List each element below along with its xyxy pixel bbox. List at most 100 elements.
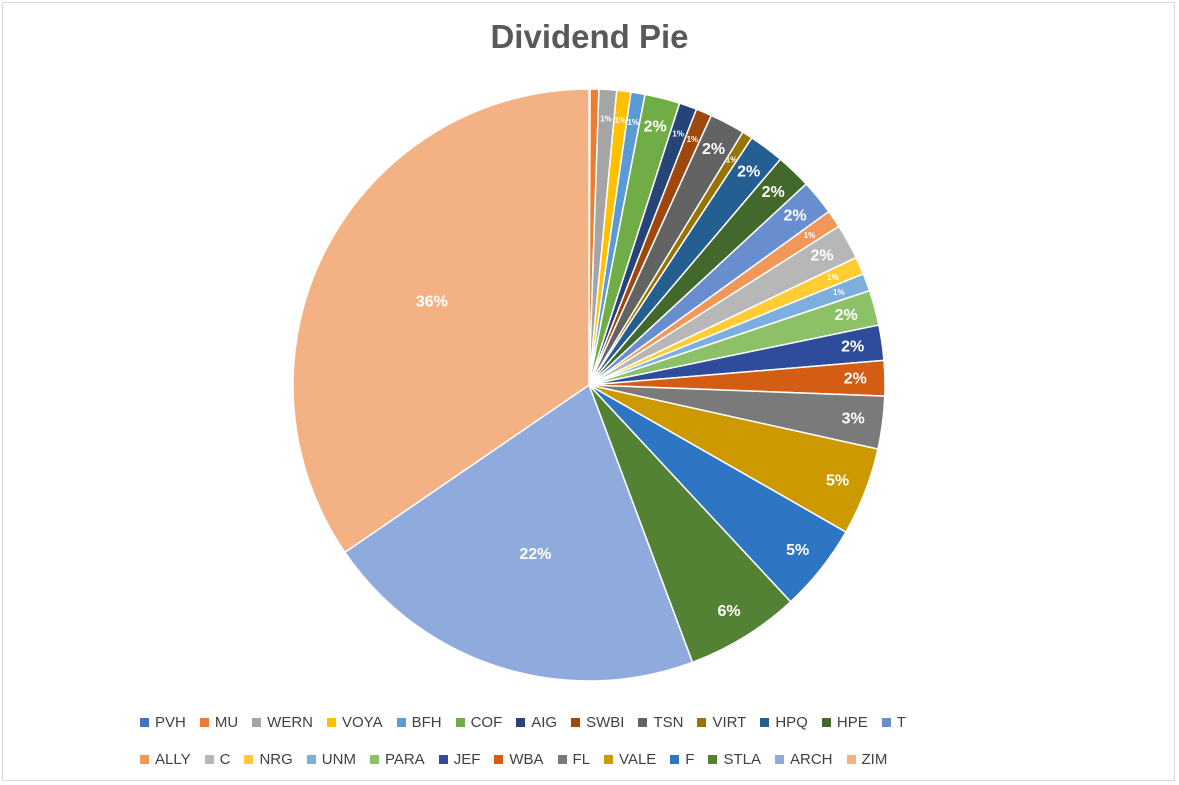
legend-item-mu: MU [199,714,239,731]
legend-item-hpq: HPQ [760,714,808,731]
legend-swatch [204,755,214,764]
legend-label: NRG [259,751,293,768]
legend-swatch [438,755,448,764]
data-label-wba: 2% [844,370,867,387]
legend-item-para: PARA [369,751,425,768]
legend-row: PVH MU WERN VOYA BFH COF AIG SWBI TSN VIRT HPQ HPE T [140,704,1040,741]
legend-label: MU [214,714,239,731]
legend-item-cof: COF [455,714,502,731]
legend-label: HPQ [775,714,808,731]
legend-label: FL [572,751,591,768]
legend-swatch [306,755,316,764]
data-label-arch: 22% [519,546,551,563]
legend-label: JEF [453,751,481,768]
data-label-stla: 6% [717,603,740,620]
legend-item-unm: UNM [306,751,356,768]
legend-label: ALLY [155,751,191,768]
chart-legend: PVH MU WERN VOYA BFH COF AIG SWBI TSN VIRT HPQ HPE T… [140,704,1040,778]
legend-label: WBA [509,751,544,768]
legend-swatch [494,755,504,764]
data-label-bfh: 1% [627,118,639,127]
data-label-hpq: 2% [737,163,760,180]
legend-label: ZIM [861,751,888,768]
data-label-tsn: 2% [702,141,725,158]
legend-label: SWBI [586,714,625,731]
data-label-swbi: 1% [687,135,699,144]
legend-swatch [396,718,406,727]
legend-item-wba: WBA [494,751,544,768]
legend-swatch [557,755,567,764]
legend-item-voya: VOYA [327,714,383,731]
data-label-cof: 2% [644,118,667,135]
legend-label: VALE [619,751,657,768]
data-label-para: 2% [835,307,858,324]
legend-swatch [327,718,336,727]
legend-item-t: T [881,714,906,731]
legend-label: WERN [267,714,313,731]
legend-item-nrg: NRG [244,751,293,768]
legend-label: VOYA [342,714,383,731]
legend-item-f: F [670,751,694,768]
legend-label: PARA [384,751,425,768]
legend-swatch [140,718,149,727]
legend-item-c: C [204,751,231,768]
legend-item-vale: VALE [604,751,656,768]
data-label-zim: 36% [416,294,448,311]
data-label-voya: 1% [615,116,627,125]
legend-item-swbi: SWBI [571,714,624,731]
legend-item-bfh: BFH [396,714,442,731]
data-label-f: 5% [786,542,809,559]
data-label-t: 2% [784,208,807,225]
legend-label: TSN [653,714,684,731]
legend-row: ALLY C NRG UNM PARA JEF WBA FL VALE F STLA ARCH ZIM [140,741,1040,778]
legend-swatch [697,718,707,727]
pie-slice-zim [292,88,590,554]
legend-swatch [670,755,680,764]
data-label-nrg: 1% [827,273,839,282]
data-label-ally: 1% [804,231,816,240]
legend-item-aig: AIG [516,714,557,731]
legend-item-pvh: PVH [140,714,186,731]
legend-label: BFH [411,714,442,731]
legend-swatch [638,718,648,727]
pie-slice-stla [588,384,792,664]
legend-label: UNM [321,751,356,768]
legend-item-arch: ARCH [774,751,833,768]
legend-swatch [774,755,784,764]
legend-swatch [846,755,856,764]
legend-label: ARCH [789,751,833,768]
legend-item-jef: JEF [438,751,481,768]
legend-swatch [369,755,379,764]
legend-swatch [455,718,465,727]
legend-item-ally: ALLY [140,751,191,768]
pie-slice-arch [343,383,694,682]
legend-label: VIRT [712,714,747,731]
legend-label: PVH [155,714,186,731]
legend-swatch [244,755,254,764]
pie-chart: 1% 1% 1% 2% 1%1%2%1%2%2%2%1%2%1%1%2%2%2%3%5%… [292,88,886,682]
legend-label: STLA [723,751,761,768]
legend-swatch [760,718,770,727]
legend-label: T [896,714,906,731]
legend-swatch [252,718,262,727]
legend-item-wern: WERN [252,714,313,731]
legend-label: AIG [531,714,558,731]
legend-item-tsn: TSN [638,714,683,731]
data-label-aig: 1% [672,130,684,139]
legend-item-zim: ZIM [846,751,888,768]
legend-item-fl: FL [557,751,591,768]
legend-swatch [708,755,718,764]
data-label-fl: 3% [842,411,865,428]
legend-item-hpe: HPE [821,714,868,731]
data-label-c: 2% [811,248,834,265]
data-label-wern: 1% [600,115,612,124]
legend-swatch [140,755,149,764]
legend-swatch [821,718,831,727]
legend-label: F [685,751,695,768]
data-label-vale: 5% [826,473,849,490]
legend-swatch [604,755,614,764]
legend-label: C [219,751,231,768]
chart-title: Dividend Pie [490,18,689,55]
data-label-jef: 2% [841,338,864,355]
legend-item-stla: STLA [708,751,761,768]
